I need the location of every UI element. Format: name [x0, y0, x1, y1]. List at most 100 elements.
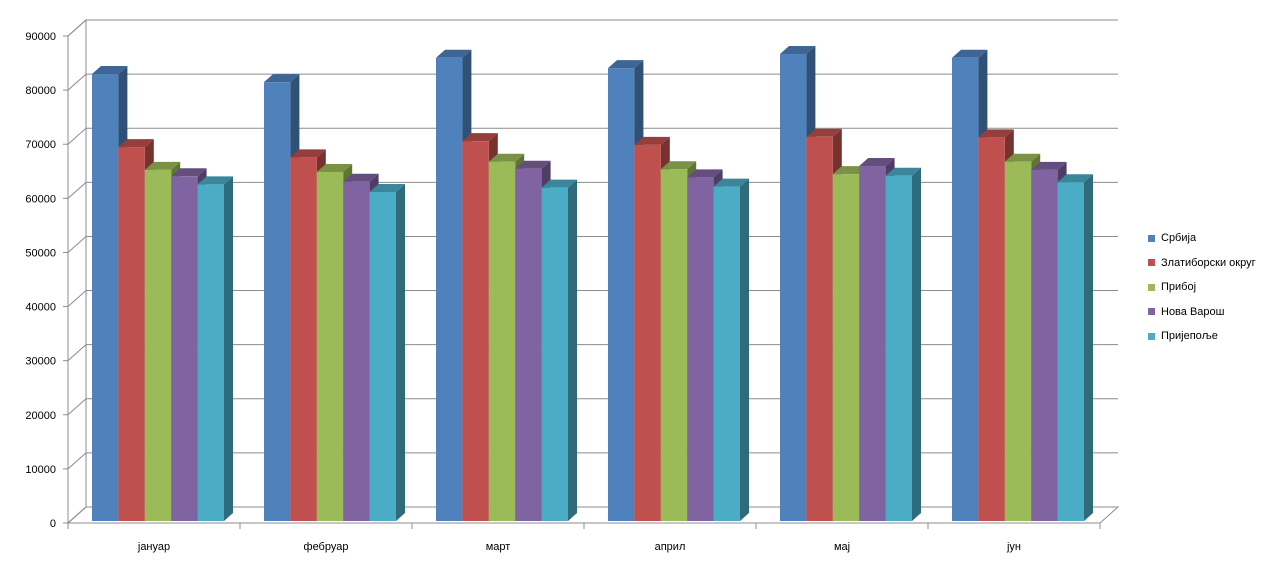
x-tick-label: јун [1006, 541, 1021, 553]
legend-swatch [1148, 259, 1155, 267]
legend-label: Пријепоље [1161, 330, 1218, 343]
legend-item: Златиборски округ [1148, 251, 1256, 276]
legend-swatch [1148, 308, 1155, 316]
y-tick-label: 70000 [25, 139, 56, 151]
bar-top [885, 167, 921, 176]
bar-front [436, 57, 463, 521]
gridline-diagonal [67, 398, 87, 416]
bar-front [1004, 161, 1032, 522]
x-tick-label: март [486, 541, 511, 553]
bar-front [316, 171, 344, 521]
bar-front [144, 169, 172, 521]
bar-side [396, 184, 405, 521]
y-tick-label: 90000 [25, 31, 56, 43]
bar [885, 167, 921, 521]
bar-front [1057, 182, 1084, 521]
y-tick-label: 10000 [25, 464, 56, 476]
bar-top [515, 160, 551, 169]
bar-top [806, 128, 842, 137]
legend-label: Златиборски округ [1161, 256, 1256, 269]
gridline-diagonal [67, 127, 87, 145]
legend-label: Србија [1161, 232, 1197, 245]
bar [369, 184, 405, 521]
legend-item: Пријепоље [1148, 324, 1256, 349]
bar-front [978, 137, 1005, 521]
bar-top [264, 74, 300, 83]
bar-top [541, 179, 577, 188]
bar-front [541, 187, 568, 522]
bar-side [224, 176, 233, 521]
bar-top [952, 49, 988, 58]
bar-top [660, 161, 697, 170]
bar-front [687, 177, 714, 521]
bar-front [488, 161, 516, 522]
gridline-diagonal [67, 506, 87, 524]
bars [92, 46, 1093, 522]
bar-side [740, 178, 749, 522]
x-tick-label: јануар [137, 541, 170, 553]
bar-side [1084, 174, 1093, 521]
bar-front [264, 82, 291, 522]
bar-front [462, 141, 489, 521]
gridline-diagonal [67, 181, 87, 199]
y-tick-label: 30000 [25, 356, 56, 368]
bar-front [608, 68, 635, 521]
bar-front [806, 136, 833, 522]
bar-top [369, 184, 405, 193]
bar-front [197, 184, 224, 521]
legend-label: Прибој [1161, 281, 1197, 294]
bar-top [1031, 161, 1067, 170]
legend-item: Прибој [1148, 275, 1256, 300]
axis-labels: 0 10000 20000 30000 40000 50000 60000 70000 8000… [25, 31, 1021, 553]
x-tick-label: фебруар [304, 541, 349, 553]
y-tick-label: 80000 [25, 85, 56, 97]
bar-top [713, 178, 749, 187]
y-tick-label: 20000 [25, 410, 56, 422]
bar-side [568, 179, 577, 522]
legend-swatch [1148, 283, 1155, 291]
bar-top [197, 176, 233, 185]
bar-front [859, 166, 886, 521]
bar-front [885, 175, 912, 521]
bar-top [687, 169, 723, 178]
bar-front [832, 174, 860, 522]
gridline-diagonal [67, 290, 87, 307]
bar-front [515, 168, 542, 521]
bar [541, 179, 577, 522]
bar-top [978, 129, 1014, 138]
legend-swatch [1148, 332, 1155, 340]
gridline-diagonal [67, 344, 87, 362]
bar-front [713, 186, 740, 522]
bar [1057, 174, 1093, 521]
gridline-diagonal [67, 452, 87, 470]
legend: Србија Златиборски округ Прибој Нова Варош П… [1148, 226, 1256, 349]
bar [197, 176, 233, 521]
bar-front [343, 181, 370, 521]
gridline-diagonal [67, 73, 87, 91]
legend-label: Нова Варош [1161, 305, 1225, 318]
side-wall [67, 18, 87, 525]
bar-front [118, 147, 145, 521]
x-tick-label: април [655, 541, 686, 553]
bar-top [462, 133, 498, 142]
bar [713, 178, 749, 522]
bar-front [290, 157, 317, 521]
y-tick-label: 40000 [25, 302, 56, 314]
bar-top [780, 46, 816, 55]
bar-side [912, 167, 921, 521]
bar-top [118, 139, 154, 148]
legend-swatch [1148, 234, 1155, 242]
legend-item: Србија [1148, 226, 1256, 251]
y-tick-label: 60000 [25, 193, 56, 205]
bar-front [171, 176, 198, 521]
bar-front [660, 169, 688, 521]
bar-top [144, 161, 181, 170]
bar-front [92, 74, 119, 521]
bar-top [343, 173, 379, 182]
bar-front [369, 192, 396, 521]
bar-top [436, 49, 472, 58]
x-tick-label: мај [834, 541, 850, 553]
bar-top [92, 66, 128, 75]
bar-top [316, 163, 353, 172]
